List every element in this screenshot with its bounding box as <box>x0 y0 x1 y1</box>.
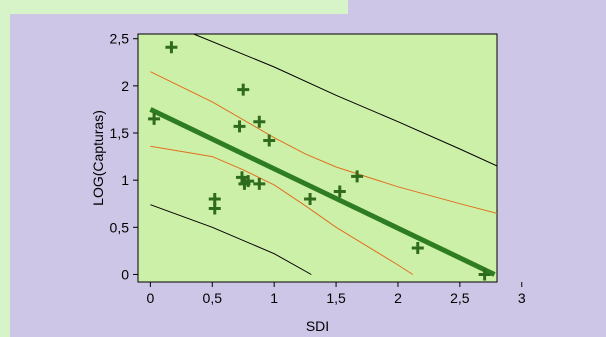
data-point <box>333 185 346 198</box>
data-point <box>478 268 491 281</box>
x-tick-label: 1,5 <box>326 290 346 306</box>
data-point <box>263 134 276 147</box>
points-layer <box>148 41 491 281</box>
plot-area <box>137 33 498 283</box>
data-point <box>165 41 178 54</box>
y-tick-label: 0,5 <box>110 219 130 235</box>
confidence-lower-line <box>150 145 414 275</box>
data-point <box>233 120 246 133</box>
data-point <box>235 171 248 184</box>
y-tick-label: 2 <box>121 78 129 94</box>
y-tick-label: 2,5 <box>110 31 130 47</box>
y-axis-title: LOG(Capturas) <box>90 110 106 206</box>
y-tick-label: 0 <box>121 266 129 282</box>
x-axis-title: SDI <box>306 318 329 334</box>
y-tick-label: 1 <box>121 172 129 188</box>
x-tick-label: 0 <box>146 290 154 306</box>
x-tick-label: 3 <box>518 290 526 306</box>
data-point <box>208 202 221 215</box>
data-point <box>304 193 317 206</box>
left-panel-strip <box>0 0 10 337</box>
y-axis: 0 0,5 1 1,5 2 2,5 <box>110 31 138 282</box>
x-axis: 0 0,5 1 1,5 2 2,5 3 <box>146 282 526 306</box>
regression-fit-line <box>149 107 496 277</box>
header-strip <box>0 0 348 14</box>
x-tick-label: 2 <box>394 290 402 306</box>
data-point <box>253 177 266 190</box>
data-point <box>351 170 364 183</box>
prediction-upper-line <box>193 34 497 167</box>
y-tick-label: 1,5 <box>110 125 130 141</box>
data-point <box>253 115 266 128</box>
data-point <box>411 242 424 255</box>
x-tick-label: 2,5 <box>450 290 470 306</box>
x-tick-label: 1 <box>270 290 278 306</box>
prediction-lower-line <box>150 204 312 275</box>
data-point <box>148 112 161 125</box>
curves-layer <box>149 34 497 277</box>
confidence-upper-line <box>150 71 497 214</box>
data-point <box>242 175 255 188</box>
x-tick-label: 0,5 <box>203 290 223 306</box>
data-point <box>237 83 250 96</box>
